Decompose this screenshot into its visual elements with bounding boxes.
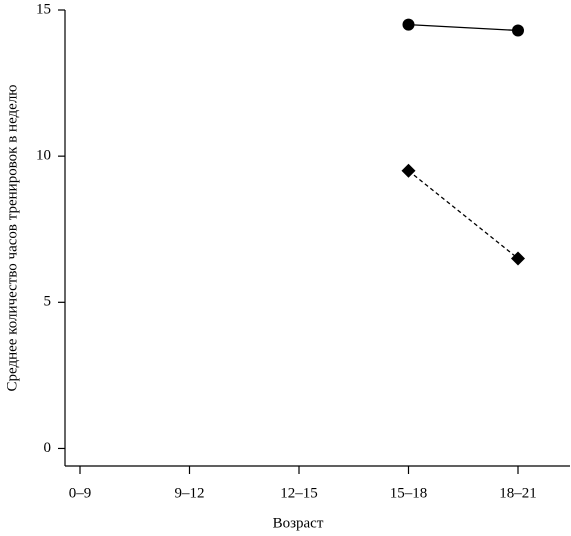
y-axis-label: Среднее количество часов тренировок в не…: [4, 84, 20, 391]
y-tick-label: 10: [36, 148, 51, 164]
x-tick-label: 9–12: [175, 485, 205, 501]
series-line: [408, 170, 519, 259]
x-tick-label: 12–15: [280, 485, 318, 501]
y-tick-label: 5: [44, 294, 52, 310]
x-tick-label: 0–9: [69, 485, 92, 501]
series-line: [408, 23, 519, 32]
point: [401, 163, 416, 178]
y-tick-label: 15: [36, 1, 51, 17]
point: [512, 24, 524, 37]
x-axis-label: Возраст: [273, 515, 324, 531]
point: [511, 251, 525, 266]
y-tick-label: 0: [44, 440, 52, 456]
point: [402, 18, 415, 31]
x-tick-label: 15–18: [390, 485, 428, 501]
x-tick-label: 18–21: [499, 485, 537, 501]
